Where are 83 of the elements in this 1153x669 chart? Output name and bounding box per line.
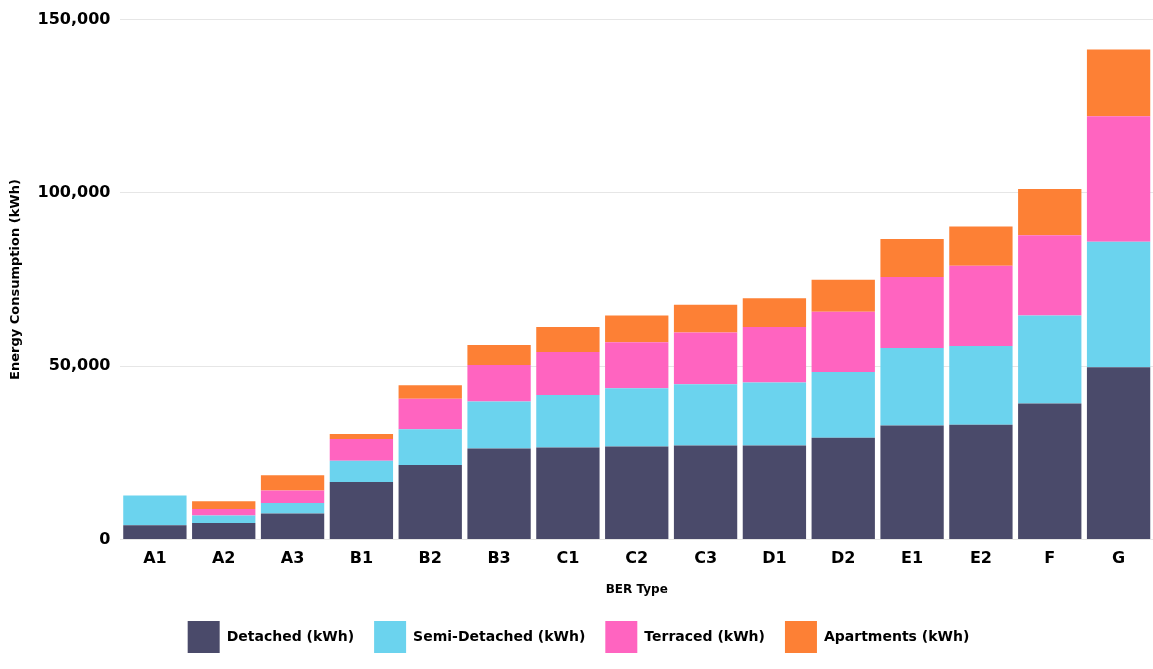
bar [742,298,807,327]
y-tick-label: 150,000 [37,8,111,28]
legend-label: Terraced (kWh) [644,627,765,644]
x-tick-label: A2 [211,548,236,568]
bar [260,513,325,539]
x-tick-label: F [1044,548,1056,568]
bar [605,315,669,343]
x-tick-label: C3 [694,548,718,568]
bar [811,311,875,373]
bar [673,332,738,385]
bar [949,265,1013,347]
bar [673,304,738,333]
y-tick-label: 0 [99,528,111,548]
bar [192,501,256,509]
bar [742,445,807,539]
bar [192,523,256,539]
bar [329,434,394,439]
bar [1086,49,1151,117]
x-tick-label: E2 [969,548,992,568]
bar [123,525,187,539]
x-tick-label: D2 [831,548,856,568]
bar [1086,241,1151,368]
bar [1086,116,1151,242]
bar [329,438,394,461]
bar [536,394,600,448]
bar [1018,235,1082,316]
bar [673,445,738,539]
bar [880,238,944,278]
bar [536,447,600,539]
bar [467,365,531,402]
bar [811,372,875,438]
x-tick-label: A1 [143,548,167,568]
bar [467,448,531,539]
bar [398,385,462,399]
legend-label: Detached (kWh) [226,627,355,644]
bar [605,388,669,447]
bar [949,424,1013,539]
bar [467,401,531,449]
y-tick-label: 50,000 [48,355,111,375]
bar [329,481,394,539]
bar [742,382,807,446]
x-tick-label: B1 [349,548,374,568]
bar [536,326,600,352]
bar [467,345,531,366]
x-tick-label: D1 [762,548,787,568]
bar [398,429,462,465]
bar [605,342,669,389]
bar [880,348,944,426]
legend-label: Semi-Detached (kWh) [413,627,586,644]
bar [260,503,325,514]
bar [123,495,187,526]
bar [811,279,875,312]
x-tick-label: C1 [556,548,580,568]
bar [1018,403,1082,539]
y-axis-title: Energy Consumption (kWh) [7,179,23,380]
y-tick-label: 100,000 [37,182,111,202]
x-tick-label: A3 [280,548,305,568]
bar [880,277,944,349]
bar [536,351,600,395]
bar [880,425,944,539]
bar [949,226,1013,266]
bar [811,437,875,539]
bar [1018,315,1082,404]
bar [398,464,462,539]
x-axis-title: BER Type [605,581,668,596]
x-tick-label: E1 [901,548,924,568]
bar [742,326,807,383]
bar [1086,367,1151,539]
bar [260,490,325,504]
bar [329,460,394,482]
x-tick-label: B3 [487,548,511,568]
bar [192,508,256,516]
x-tick-label: G [1112,548,1126,568]
x-tick-label: C2 [625,548,649,568]
bar [192,515,256,524]
legend-label: Apartments (kWh) [823,627,970,644]
bar [605,446,669,539]
x-tick-label: B2 [418,548,442,568]
bar [949,346,1013,425]
bar [398,398,462,430]
bar [673,384,738,446]
bar [260,475,325,491]
bar [1018,189,1082,236]
